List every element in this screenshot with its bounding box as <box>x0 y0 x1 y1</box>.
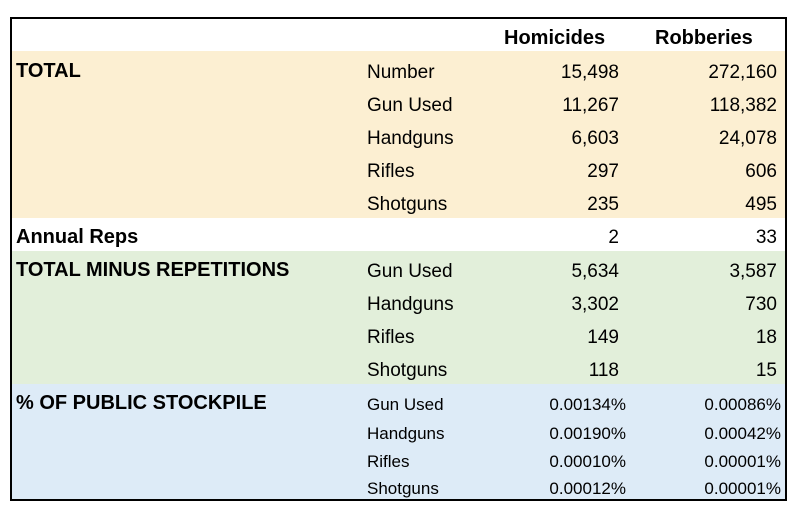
minus-section-band <box>12 251 785 384</box>
total-section-band <box>12 51 785 218</box>
minus-row-label: Rifles <box>367 327 415 348</box>
annual-reps-robberies: 33 <box>755 227 777 248</box>
minus-row-homicides: 5,634 <box>571 261 619 282</box>
pct-section-band <box>12 384 785 499</box>
total-row-homicides: 6,603 <box>571 128 619 149</box>
total-section-title: TOTAL <box>16 60 81 82</box>
total-row-homicides: 297 <box>587 161 619 182</box>
minus-row-label: Gun Used <box>367 261 453 282</box>
pct-section-title: % OF PUBLIC STOCKPILE <box>16 392 267 414</box>
minus-row-robberies: 18 <box>755 327 777 348</box>
pct-row-label: Rifles <box>367 452 410 471</box>
header-robberies: Robberies <box>655 27 753 49</box>
pct-row-label: Shotguns <box>367 479 439 498</box>
pct-row-homicides: 0.00134% <box>549 395 626 414</box>
statistics-table: Homicides Robberies TOTAL Number 15,498 … <box>10 17 787 501</box>
total-row-label: Gun Used <box>367 95 453 116</box>
pct-row-homicides: 0.00190% <box>549 424 626 443</box>
pct-row-label: Gun Used <box>367 395 444 414</box>
total-row-label: Rifles <box>367 161 415 182</box>
annual-reps-homicides: 2 <box>608 227 619 248</box>
pct-row-robberies: 0.00001% <box>704 452 781 471</box>
total-row-label: Handguns <box>367 128 454 149</box>
minus-row-homicides: 149 <box>587 327 619 348</box>
total-row-homicides: 11,267 <box>562 95 619 116</box>
minus-row-robberies: 3,587 <box>729 261 777 282</box>
total-row-robberies: 118,382 <box>709 95 777 116</box>
total-row-homicides: 235 <box>587 194 619 215</box>
total-row-robberies: 606 <box>745 161 777 182</box>
minus-row-homicides: 3,302 <box>571 294 619 315</box>
pct-row-label: Handguns <box>367 424 445 443</box>
total-row-robberies: 272,160 <box>708 62 777 83</box>
minus-row-robberies: 15 <box>755 360 777 381</box>
pct-row-homicides: 0.00012% <box>549 479 626 498</box>
pct-row-robberies: 0.00086% <box>704 395 781 414</box>
total-row-label: Shotguns <box>367 194 448 215</box>
total-row-homicides: 15,498 <box>560 62 619 83</box>
minus-row-label: Handguns <box>367 294 454 315</box>
minus-row-homicides: 118 <box>588 360 619 381</box>
total-row-robberies: 24,078 <box>718 128 777 149</box>
minus-row-label: Shotguns <box>367 360 448 381</box>
header-homicides: Homicides <box>504 27 606 49</box>
pct-row-homicides: 0.00010% <box>549 452 626 471</box>
total-row-robberies: 495 <box>745 194 777 215</box>
pct-row-robberies: 0.00001% <box>704 479 781 498</box>
pct-row-robberies: 0.00042% <box>704 424 781 443</box>
total-row-label: Number <box>367 62 435 83</box>
annual-reps-title: Annual Reps <box>16 226 139 248</box>
minus-row-robberies: 730 <box>745 294 777 315</box>
minus-section-title: TOTAL MINUS REPETITIONS <box>16 259 290 281</box>
